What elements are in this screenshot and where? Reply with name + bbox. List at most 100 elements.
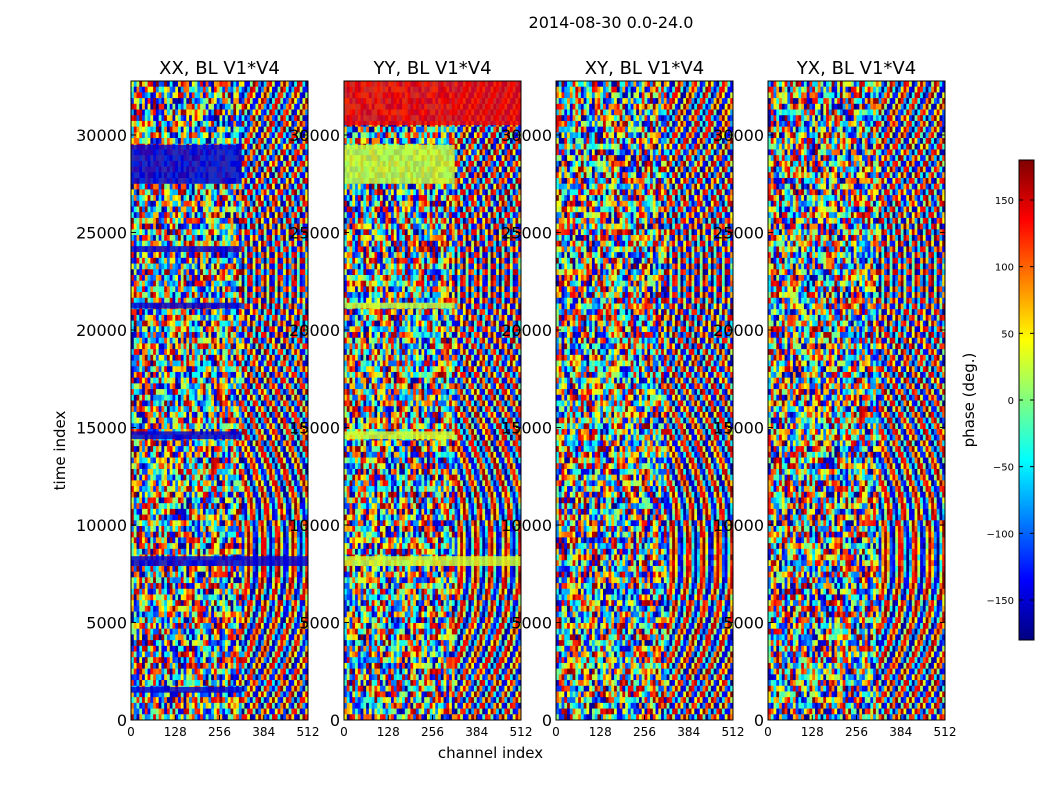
heatmap-cell: [260, 474, 265, 481]
heatmap-cell: [147, 257, 151, 264]
heatmap-cell: [200, 314, 204, 322]
heatmap-cell: [305, 212, 309, 219]
heatmap-cell: [269, 326, 273, 333]
heatmap-cell: [230, 286, 234, 293]
heatmap-cell: [147, 292, 151, 299]
heatmap-cell: [255, 132, 259, 139]
heatmap-cell: [294, 463, 298, 470]
heatmap-cell: [225, 474, 229, 481]
heatmap-cell: [230, 360, 234, 367]
heatmap-cell: [280, 269, 284, 276]
heatmap-cell: [260, 86, 265, 93]
heatmap-cell: [178, 126, 182, 133]
heatmap-cell: [305, 177, 309, 185]
heatmap-cell: [296, 103, 301, 110]
heatmap-cell: [216, 240, 220, 247]
heatmap-cell: [164, 463, 168, 470]
heatmap-cell: [153, 200, 157, 207]
heatmap-cell: [274, 286, 278, 293]
heatmap-cell: [222, 195, 226, 202]
heatmap-cell: [299, 514, 303, 521]
heatmap-cell: [225, 297, 229, 304]
heatmap-cell: [294, 274, 298, 282]
heatmap-cell: [169, 292, 173, 299]
heatmap-cell: [164, 354, 168, 361]
heatmap-cell: [269, 332, 273, 339]
heatmap-cell: [294, 366, 298, 373]
heatmap-cell: [136, 497, 140, 504]
heatmap-cell: [197, 400, 201, 407]
heatmap-cell: [236, 292, 240, 299]
heatmap-cell: [302, 423, 306, 430]
heatmap-cell: [144, 463, 148, 470]
heatmap-cell: [216, 417, 220, 424]
heatmap-cell: [227, 371, 231, 379]
heatmap-cell: [142, 486, 146, 493]
heatmap-cell: [144, 269, 148, 276]
heatmap-cell: [294, 520, 298, 527]
heatmap-cell: [216, 503, 220, 510]
heatmap-cell: [294, 389, 298, 396]
heatmap-cell: [144, 371, 148, 379]
heatmap-cell: [288, 514, 292, 521]
heatmap-cell: [244, 280, 248, 287]
heatmap-cell: [205, 126, 209, 133]
heatmap-cell: [280, 166, 284, 173]
heatmap-cell: [244, 474, 248, 481]
heatmap-cell: [153, 269, 157, 276]
heatmap-cell: [274, 86, 278, 93]
heatmap-cell: [150, 360, 154, 367]
heatmap-cell: [225, 229, 229, 236]
heatmap-cell: [191, 411, 196, 419]
heatmap-cell: [236, 86, 240, 93]
heatmap-cell: [153, 320, 157, 327]
heatmap-cell: [144, 212, 148, 219]
heatmap-cell: [269, 120, 273, 128]
heatmap-cell: [153, 383, 157, 390]
heatmap-cell: [142, 81, 146, 88]
heatmap-cell: [244, 463, 248, 470]
heatmap-cell: [208, 480, 212, 487]
heatmap-cell: [169, 417, 173, 424]
heatmap-cell: [219, 217, 223, 225]
heatmap-cell: [283, 274, 287, 282]
heatmap-cell: [147, 103, 151, 110]
heatmap-cell: [288, 263, 292, 270]
heatmap-cell: [294, 383, 298, 390]
heatmap-cell: [283, 434, 287, 441]
heatmap-cell: [258, 292, 262, 299]
heatmap-cell: [225, 337, 229, 344]
heatmap-cell: [299, 520, 303, 527]
heatmap-cell: [222, 463, 226, 470]
heatmap-cell: [180, 377, 184, 384]
heatmap-cell: [241, 126, 245, 133]
heatmap-cell: [222, 126, 226, 133]
heatmap-cell: [238, 326, 243, 333]
heatmap-cell: [216, 280, 220, 287]
heatmap-cell: [164, 189, 168, 196]
heatmap-cell: [249, 257, 254, 264]
heatmap-cell: [241, 366, 245, 373]
heatmap-cell: [296, 434, 301, 441]
heatmap-cell: [144, 132, 148, 139]
heatmap-cell: [288, 468, 292, 476]
heatmap-cell: [241, 491, 245, 498]
heatmap-cell: [260, 235, 265, 242]
heatmap-cell: [158, 377, 162, 384]
heatmap-cell: [205, 320, 209, 327]
heatmap-cell: [219, 417, 223, 424]
heatmap-cell: [305, 377, 309, 384]
heatmap-cell: [155, 474, 160, 481]
heatmap-cell: [252, 417, 256, 424]
heatmap-cell: [280, 354, 284, 361]
heatmap-cell: [291, 309, 295, 316]
heatmap-cell: [219, 451, 223, 458]
heatmap-cell: [263, 508, 267, 516]
heatmap-cell: [189, 252, 193, 259]
heatmap-cell: [189, 354, 193, 361]
heatmap-cell: [213, 440, 218, 447]
heatmap-cell: [200, 463, 204, 470]
heatmap-cell: [238, 257, 243, 264]
heatmap-cell: [191, 120, 196, 128]
heatmap-cell: [302, 468, 306, 476]
